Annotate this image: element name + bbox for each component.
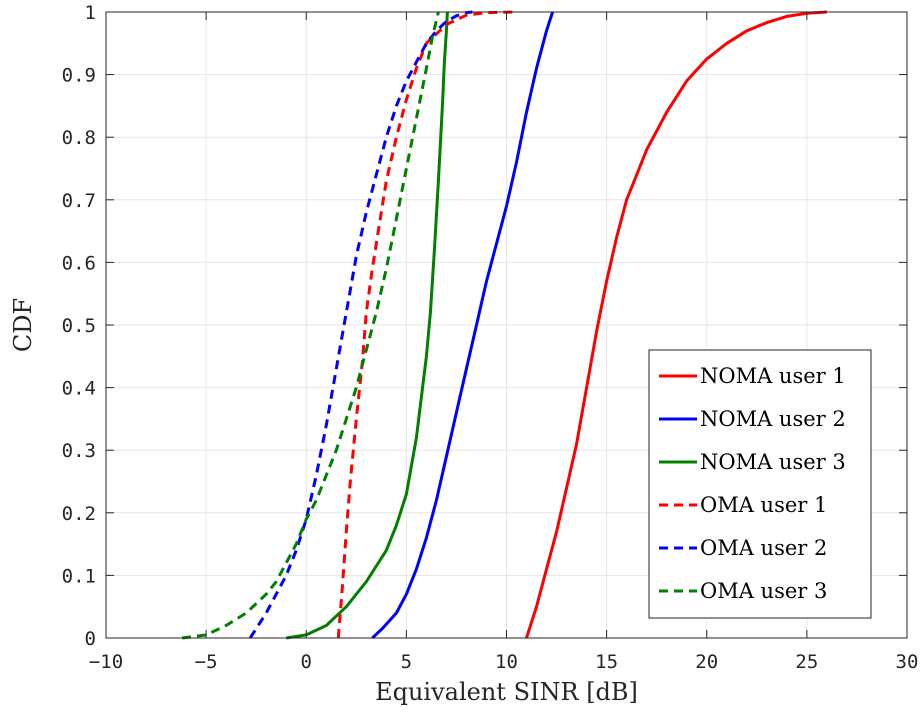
x-axis-label: Equivalent SINR [dB] (375, 678, 638, 706)
x-tick-label: 20 (695, 651, 718, 673)
series-line-5 (248, 10, 473, 639)
y-tick-label: 0.7 (62, 190, 96, 212)
y-ticks: 0 0.1 0.2 0.3 0.4 0.5 0.6 0.7 0.8 0.9 1 (62, 2, 907, 650)
y-tick-label: 0.6 (62, 252, 96, 274)
y-tick-label: 0.1 (62, 565, 96, 587)
legend: NOMA user 1 NOMA user 2 NOMA user 3 OMA use… (648, 349, 872, 619)
y-tick-label: 0.5 (62, 315, 96, 337)
x-tick-label: −10 (89, 651, 123, 673)
series-line-4 (336, 10, 517, 639)
legend-label-6: OMA user 3 (700, 579, 827, 603)
legend-label-1: NOMA user 1 (700, 364, 846, 388)
y-axis-label: CDF (9, 298, 37, 352)
y-tick-label: 0.4 (62, 378, 96, 400)
series-line-1 (525, 10, 827, 639)
legend-label-5: OMA user 2 (700, 536, 827, 560)
legend-label-2: NOMA user 2 (700, 407, 846, 431)
x-tick-label: 15 (595, 651, 618, 673)
x-tick-label: 25 (795, 651, 818, 673)
series-line-3 (285, 11, 449, 640)
y-tick-label: 0.3 (62, 440, 96, 462)
y-tick-label: 1 (85, 2, 96, 24)
x-tick-label: 0 (301, 651, 312, 673)
x-tick-label: −5 (195, 651, 218, 673)
y-tick-label: 0.8 (62, 127, 96, 149)
y-tick-label: 0 (85, 628, 96, 650)
legend-box (648, 349, 872, 619)
y-tick-label: 0.9 (62, 65, 96, 87)
series-layer (181, 10, 827, 640)
y-tick-label: 0.2 (62, 503, 96, 525)
x-ticks: −10 −5 0 5 10 15 20 25 30 (89, 12, 919, 673)
x-tick-label: 10 (495, 651, 518, 673)
x-tick-label: 30 (896, 651, 919, 673)
legend-label-3: NOMA user 3 (700, 450, 846, 474)
x-tick-label: 5 (401, 651, 412, 673)
legend-label-4: OMA user 1 (700, 493, 827, 517)
series-line-6 (181, 11, 440, 640)
series-line-2 (371, 11, 555, 640)
